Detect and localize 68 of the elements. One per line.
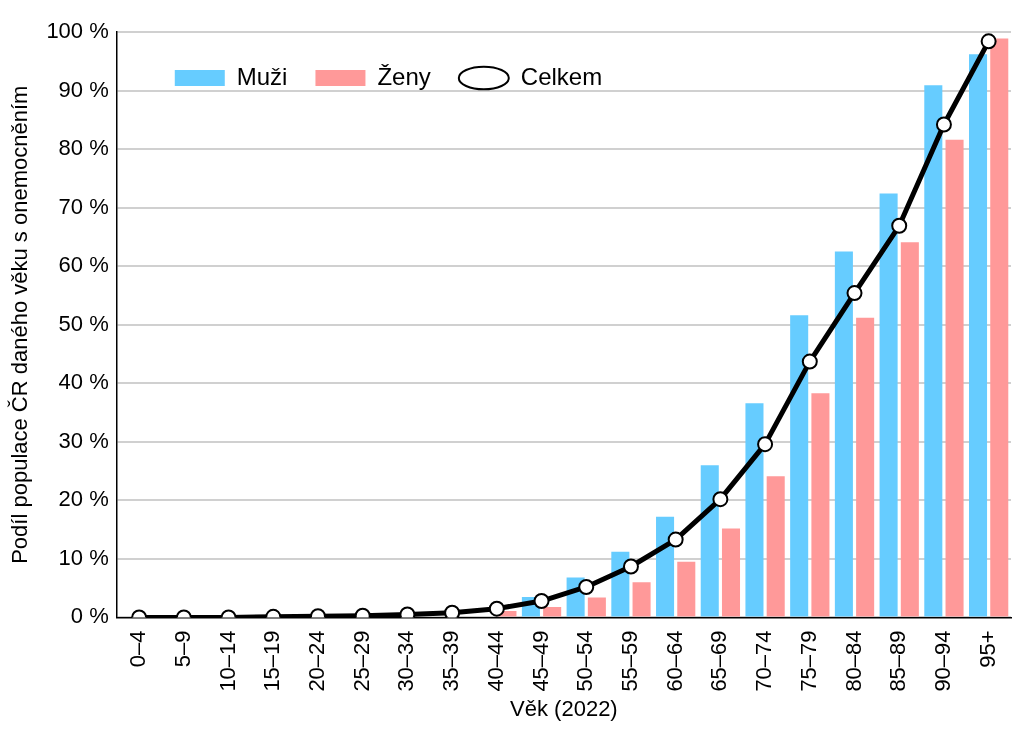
- point: [801, 353, 818, 370]
- x-tick-label: 50–54: [572, 630, 598, 692]
- point: [533, 593, 550, 610]
- bar: [856, 317, 875, 617]
- bar: [834, 251, 853, 617]
- y-tick-label: 60 %: [58, 252, 109, 278]
- bar: [700, 465, 719, 617]
- bar: [632, 582, 651, 617]
- legend-label: Celkem: [520, 62, 603, 90]
- point: [578, 578, 595, 595]
- bar: [790, 315, 809, 617]
- point: [757, 436, 774, 453]
- x-tick-label: 20–24: [304, 630, 330, 692]
- x-tick-label: 95+: [974, 630, 1000, 668]
- x-tick-label: 40–44: [482, 630, 508, 692]
- bar: [811, 393, 830, 617]
- bar: [587, 597, 606, 617]
- x-tick-label: 30–34: [393, 630, 419, 692]
- x-tick-label: 75–79: [795, 630, 821, 692]
- y-tick-label: 100 %: [46, 18, 109, 44]
- point: [846, 285, 863, 302]
- point: [444, 604, 461, 618]
- legend-label: Ženy: [377, 62, 431, 90]
- y-tick-label: 10 %: [58, 544, 109, 570]
- point: [712, 491, 729, 508]
- bar: [990, 38, 1009, 617]
- y-tick-label: 0 %: [70, 603, 109, 629]
- bar: [900, 242, 919, 617]
- bar: [656, 516, 675, 617]
- legend-label: Muži: [236, 62, 288, 90]
- bar: [745, 403, 764, 617]
- y-tick-label: 40 %: [58, 369, 109, 395]
- x-tick-label: 80–84: [840, 630, 866, 692]
- point: [488, 600, 505, 617]
- bar: [924, 85, 943, 617]
- x-axis-title: Věk (2022): [510, 695, 618, 721]
- x-tick-label: 85–89: [885, 630, 911, 692]
- x-tick-label: 55–59: [617, 630, 643, 692]
- x-tick-label: 90–94: [930, 630, 955, 692]
- x-tick-label: 35–39: [438, 630, 464, 692]
- y-tick-label: 70 %: [58, 193, 109, 219]
- bar: [677, 561, 696, 617]
- point: [935, 116, 952, 133]
- x-tick-label: 45–49: [527, 630, 553, 692]
- y-tick-label: 20 %: [58, 486, 109, 512]
- x-tick-label: 65–69: [706, 630, 732, 692]
- x-tick-label: 60–64: [661, 630, 687, 692]
- point: [980, 33, 997, 50]
- x-tick-label: 5–9: [169, 630, 195, 668]
- y-tick-label: 50 %: [58, 310, 109, 336]
- x-tick-label: 25–29: [348, 630, 374, 692]
- bar: [879, 193, 898, 617]
- x-tick-label: 15–19: [259, 630, 285, 692]
- x-tick-label: 10–14: [214, 630, 240, 692]
- bar: [721, 528, 741, 617]
- point: [622, 558, 639, 575]
- bar: [945, 139, 964, 617]
- point: [667, 531, 684, 548]
- bar: [543, 606, 562, 617]
- y-axis-title: Podíl populace ČR daného věku s onemocněním: [7, 85, 33, 564]
- bar: [766, 476, 785, 617]
- y-tick-label: 30 %: [58, 427, 109, 453]
- point: [891, 217, 908, 234]
- bar: [969, 54, 988, 617]
- x-tick-label: 70–74: [751, 630, 777, 692]
- x-tick-label: 0–4: [125, 630, 151, 668]
- y-tick-label: 90 %: [58, 76, 109, 102]
- y-tick-label: 80 %: [58, 135, 109, 161]
